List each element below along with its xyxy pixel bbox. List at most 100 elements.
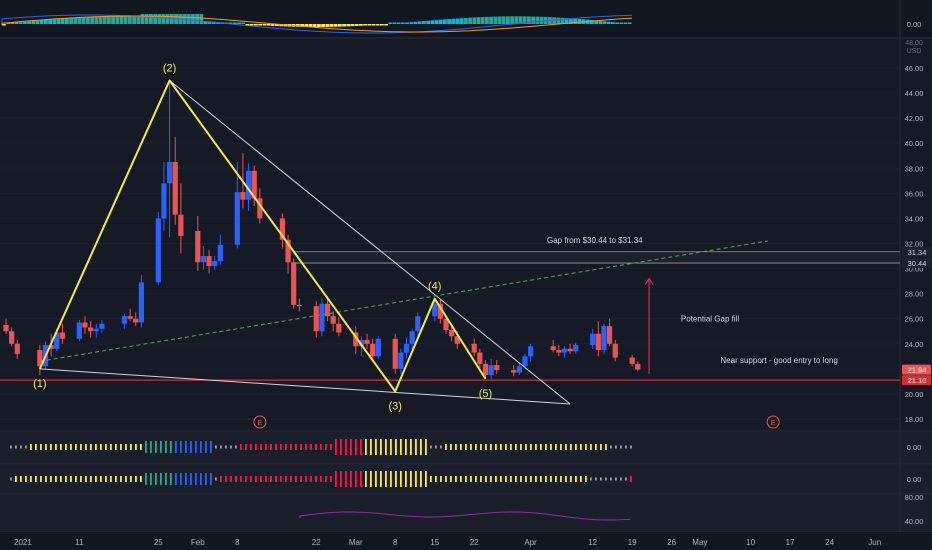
macd-bar	[161, 14, 166, 24]
candle-body	[590, 333, 596, 346]
candle	[392, 333, 398, 374]
macd-bar	[627, 22, 632, 24]
candle	[285, 234, 291, 274]
candle-body	[477, 352, 483, 364]
candle-body	[257, 198, 263, 219]
macd-bar	[153, 14, 157, 24]
momentum-dot	[410, 471, 412, 487]
momentum-dot	[395, 439, 397, 455]
macd-bar	[245, 24, 250, 26]
momentum-dot	[115, 476, 117, 482]
macd-bar	[594, 20, 598, 24]
momentum-dot	[310, 444, 312, 450]
momentum-dot	[300, 444, 302, 450]
momentum-dot	[295, 444, 297, 450]
momentum-dot	[350, 471, 352, 487]
candle	[245, 163, 252, 211]
candle	[635, 361, 641, 372]
price-tick-label-2: 42.00	[905, 114, 924, 123]
momentum-dot	[150, 441, 152, 453]
candle	[477, 348, 483, 369]
momentum-dot	[295, 476, 297, 482]
momentum-dot	[370, 471, 372, 487]
price-tick-label-8: 30.00	[905, 265, 924, 274]
momentum-dot	[585, 476, 587, 482]
time-tick-label-7: 8	[393, 538, 398, 547]
macd-bar	[350, 24, 355, 27]
momentum-dot	[540, 476, 542, 482]
candle	[471, 338, 477, 357]
time-tick-label-16: 17	[786, 538, 795, 547]
price-tick-label-7: 32.00	[905, 240, 924, 249]
momentum-dot	[360, 471, 362, 487]
candle	[99, 319, 105, 333]
candle-body	[133, 318, 139, 323]
macd-bar	[443, 19, 447, 24]
momentum-dot	[590, 444, 592, 450]
candle-body	[550, 346, 556, 351]
momentum-dot	[190, 441, 192, 453]
candle-body	[14, 343, 20, 354]
price-tick-label-3: 40.00	[905, 139, 924, 148]
time-tick-label-6: Mar	[349, 538, 363, 547]
candle	[9, 327, 15, 347]
momentum-dot	[445, 476, 447, 482]
momentum-dot	[215, 477, 217, 481]
price-label-box-3	[902, 375, 931, 386]
wave-label: (1)	[33, 378, 46, 390]
candle	[336, 317, 342, 337]
macd-bar	[254, 24, 258, 26]
momentum-dot	[470, 444, 472, 450]
annotation-text-0: Potential Gap fill	[681, 315, 739, 324]
momentum-dot	[80, 476, 82, 482]
time-tick-label-5: 22	[312, 538, 321, 547]
macd-bar	[497, 16, 502, 24]
momentum-dot	[355, 471, 357, 487]
momentum-dot	[165, 473, 167, 485]
momentum-dot	[185, 473, 187, 485]
candle-body	[166, 162, 173, 184]
macd-bar	[384, 24, 388, 26]
momentum-dot	[255, 444, 257, 450]
candle	[155, 212, 161, 285]
momentum-dot	[515, 444, 517, 450]
candle-body	[437, 303, 443, 319]
gap-zone	[0, 251, 900, 381]
momentum-dot	[605, 444, 607, 450]
momentum-dot	[40, 476, 42, 482]
candle	[59, 323, 66, 344]
momentum-dot	[580, 476, 582, 482]
momentum-dot	[520, 476, 522, 482]
macd-bar	[430, 20, 435, 24]
momentum-dot	[270, 444, 272, 450]
macd-bar	[422, 21, 426, 24]
candle	[403, 337, 410, 359]
momentum-dot	[455, 476, 457, 482]
macd-bar	[480, 17, 485, 24]
momentum-dot	[235, 476, 237, 482]
macd-bar	[52, 19, 57, 24]
candle-body	[88, 327, 94, 332]
macd-bar	[149, 14, 153, 24]
candle-body	[449, 329, 455, 337]
price-label-box-0	[902, 246, 931, 257]
momentum-dot	[325, 476, 327, 482]
momentum-dot	[620, 445, 622, 449]
macd-bar	[577, 19, 582, 24]
candle	[561, 346, 568, 358]
momentum-dot	[110, 444, 112, 450]
candle-body	[443, 318, 449, 330]
macd-bar	[388, 22, 393, 24]
momentum-dot	[250, 444, 252, 450]
candle-body	[511, 370, 517, 373]
macd-bar	[590, 20, 594, 24]
momentum-dot	[205, 441, 207, 453]
macd-bar	[18, 22, 23, 24]
macd-bar	[123, 16, 128, 24]
momentum-dot	[550, 476, 552, 482]
candle-body	[285, 239, 291, 263]
candle-body	[279, 218, 286, 240]
momentum-dot	[355, 439, 357, 455]
momentum-dot	[260, 444, 262, 450]
